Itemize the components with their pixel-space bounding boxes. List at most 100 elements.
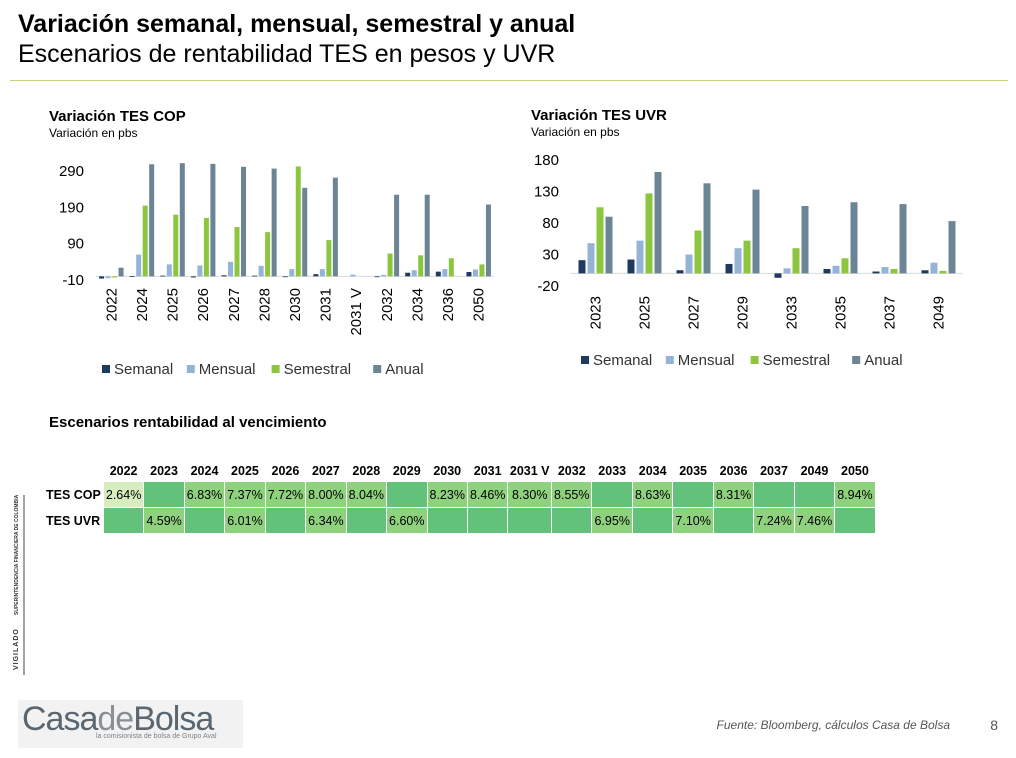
- table-cell: [345, 507, 388, 534]
- bar-mensual: [258, 265, 264, 277]
- table-cell: 8.31%: [712, 481, 755, 508]
- table-cell: 2.64%: [102, 481, 145, 508]
- table-cell: 8.23%: [426, 481, 468, 508]
- legend-swatch: [186, 365, 195, 373]
- vigilado-text: VIGILADO: [13, 628, 20, 670]
- bar-semanal: [313, 274, 319, 277]
- page-title: Variación semanal, mensual, semestral y …: [18, 10, 576, 38]
- table-column-header: 2030: [433, 464, 462, 478]
- bar-mensual: [881, 267, 889, 274]
- title-divider: [10, 80, 1008, 81]
- table-column-header: 2028: [352, 464, 381, 478]
- x-tick-label: 2027: [686, 296, 703, 329]
- table-cell: 8.46%: [466, 481, 509, 508]
- bar-anual: [394, 194, 400, 277]
- bar-mensual: [411, 270, 417, 277]
- bar-semestral: [479, 264, 485, 277]
- x-tick-label: 2035: [833, 296, 850, 329]
- table-column-header: 2033: [598, 464, 627, 478]
- bar-mensual: [442, 269, 448, 277]
- table-cell: [507, 507, 553, 534]
- bar-semanal: [627, 259, 635, 274]
- bar-semanal: [466, 272, 472, 277]
- bar-semestral: [841, 258, 849, 274]
- table-cell: [264, 507, 307, 534]
- table-cell: 4.59%: [143, 507, 185, 534]
- table-cell: 6.01%: [224, 507, 266, 534]
- chart-cop-title: Variación TES COP: [49, 108, 186, 125]
- x-tick-label: 2024: [134, 288, 151, 321]
- bar-semestral: [265, 232, 271, 277]
- bar-semestral: [792, 248, 800, 274]
- bar-semanal: [374, 276, 380, 278]
- bar-semestral: [112, 276, 118, 278]
- bar-semestral: [203, 217, 209, 277]
- table-column-header: 2022: [109, 464, 138, 478]
- bar-semanal: [129, 276, 135, 277]
- table-column-header: 2029: [392, 464, 421, 478]
- bar-semestral: [694, 230, 702, 274]
- legend-swatch: [271, 365, 280, 373]
- legend-swatch: [102, 365, 110, 373]
- table-column-header: 2031 V: [509, 464, 550, 478]
- y-tick-label: 30: [542, 247, 559, 264]
- bar-anual: [752, 189, 760, 274]
- table-row-label: TES UVR: [46, 513, 101, 528]
- x-tick-label: 2029: [735, 296, 752, 329]
- legend-swatch: [665, 356, 674, 364]
- table-cell: 7.10%: [672, 507, 714, 534]
- legend-label-semanal: Semanal: [114, 361, 173, 378]
- table-column-header: 2032: [557, 464, 586, 478]
- bar-mensual: [472, 269, 478, 277]
- table-cell: [834, 507, 876, 534]
- bar-semestral: [939, 270, 947, 274]
- legend-swatch: [852, 356, 861, 364]
- table-cell: 8.00%: [305, 481, 347, 508]
- bar-mensual: [319, 269, 325, 277]
- bar-semanal: [823, 268, 831, 274]
- y-tick-label: -10: [62, 272, 84, 289]
- chart-uvr-title: Variación TES UVR: [531, 107, 667, 124]
- x-tick-label: 2025: [165, 288, 182, 321]
- bar-semanal: [160, 275, 166, 277]
- bar-mensual: [636, 240, 644, 274]
- x-tick-label: 2031: [318, 288, 335, 321]
- table-cell: 8.04%: [345, 481, 388, 508]
- table-column-header: 2023: [150, 464, 178, 478]
- bar-anual: [703, 183, 711, 274]
- x-tick-label: 2026: [195, 288, 212, 321]
- bar-mensual: [136, 254, 142, 277]
- legend-label-mensual: Mensual: [678, 352, 735, 369]
- bar-anual: [210, 163, 216, 277]
- y-tick-label: 190: [59, 199, 84, 216]
- x-tick-label: 2033: [784, 296, 801, 329]
- logo-wordmark: CasadeBolsa: [22, 700, 214, 739]
- bar-semanal: [435, 271, 441, 277]
- page-number: 8: [990, 717, 998, 733]
- bar-mensual: [197, 265, 203, 277]
- bar-mensual: [350, 274, 356, 277]
- bar-semanal: [99, 276, 105, 279]
- bar-semanal: [190, 276, 196, 278]
- x-tick-label: 2031 V: [348, 288, 365, 336]
- bar-mensual: [587, 243, 595, 274]
- table-cell: 7.46%: [793, 507, 836, 534]
- table-column-header: 2037: [760, 464, 788, 478]
- table-cell: [183, 507, 226, 534]
- bar-semanal: [221, 275, 227, 277]
- table-cell: [551, 507, 593, 534]
- bar-semestral: [295, 166, 301, 277]
- table-cell: 8.94%: [834, 481, 876, 508]
- logo-tagline: la comisionista de bolsa de Grupo Aval: [96, 733, 217, 740]
- y-tick-label: 90: [67, 236, 84, 253]
- bar-semestral: [326, 240, 332, 277]
- legend-label-anual: Anual: [385, 361, 423, 378]
- table-row: TES UVR 4.59% 6.01% 6.34% 6.60% 6.95% 7.10% 7.2…: [44, 507, 876, 534]
- bar-mensual: [289, 269, 295, 277]
- bar-anual: [948, 221, 956, 274]
- table-column-header: 2031: [473, 464, 502, 478]
- x-tick-label: 2028: [256, 288, 273, 321]
- table-cell: [631, 507, 674, 534]
- table-cell: [426, 507, 468, 534]
- table-cell: 6.60%: [386, 507, 428, 534]
